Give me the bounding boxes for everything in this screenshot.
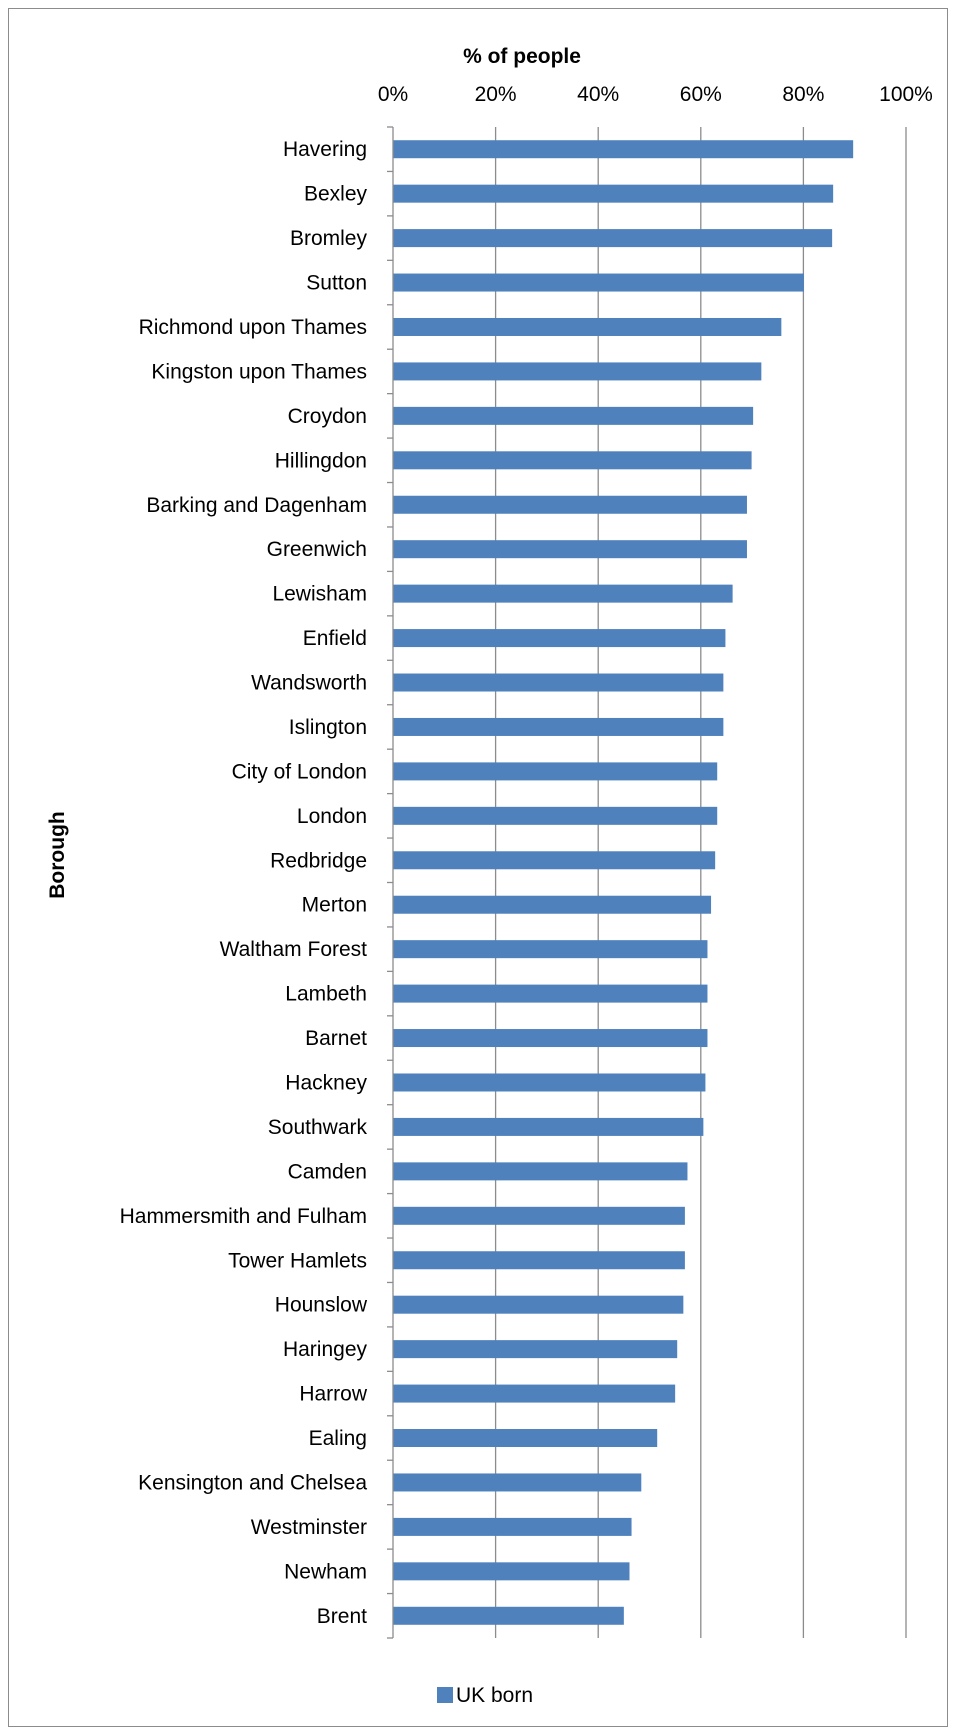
bar	[393, 1251, 685, 1270]
category-label: Camden	[288, 1160, 367, 1183]
x-tick-label: 100%	[879, 83, 933, 106]
gridlines	[494, 127, 907, 1638]
bar	[393, 584, 733, 603]
category-label: Newham	[284, 1560, 367, 1583]
x-tick-label: 60%	[680, 83, 722, 106]
bar	[393, 451, 752, 470]
category-label: Islington	[289, 716, 367, 739]
category-label: Kingston upon Thames	[151, 360, 367, 383]
legend-swatch	[437, 1687, 453, 1703]
category-label: Hackney	[285, 1071, 367, 1094]
category-label: Harrow	[299, 1383, 368, 1406]
bar	[393, 184, 834, 203]
category-label: Westminster	[251, 1516, 367, 1539]
category-label: Waltham Forest	[220, 938, 368, 961]
bar	[393, 1029, 708, 1048]
category-label: City of London	[232, 760, 367, 783]
legend: UK born	[437, 1684, 533, 1707]
x-tick-label: 0%	[378, 83, 408, 106]
bar	[393, 1162, 688, 1181]
bars	[393, 140, 854, 1625]
bar	[393, 806, 718, 825]
bar	[393, 1384, 676, 1403]
category-label: Greenwich	[267, 538, 367, 561]
category-label: Ealing	[309, 1427, 367, 1450]
category-label: Hammersmith and Fulham	[120, 1205, 367, 1228]
category-label: Southwark	[268, 1116, 368, 1139]
category-label: Redbridge	[270, 849, 367, 872]
category-label: Hillingdon	[275, 449, 367, 472]
y-axis-title: Borough	[46, 811, 69, 898]
category-label: Lambeth	[285, 983, 367, 1006]
bar	[393, 1295, 684, 1314]
x-tick-label: 40%	[577, 83, 619, 106]
bar	[393, 895, 712, 914]
x-tick-labels: 0% 20% 40% 60% 80% 100%	[378, 83, 933, 106]
x-tick-label: 80%	[782, 83, 824, 106]
x-tick-label: 20%	[475, 83, 517, 106]
bar	[393, 1117, 704, 1136]
x-axis-title: % of people	[463, 45, 581, 68]
bar	[393, 540, 747, 559]
bar	[393, 1429, 658, 1448]
category-label: Barking and Dagenham	[146, 494, 367, 517]
category-labels: Havering Bexley Bromley Sutton Richmond upon…	[120, 138, 368, 1628]
bar	[393, 495, 747, 514]
legend-label: UK born	[456, 1684, 533, 1707]
category-label: Wandsworth	[251, 672, 367, 695]
category-label: Richmond upon Thames	[139, 316, 367, 339]
bar	[393, 851, 716, 870]
category-label: Hounslow	[275, 1294, 368, 1317]
category-label: Brent	[317, 1605, 367, 1628]
bar	[393, 762, 718, 781]
category-label: Kensington and Chelsea	[138, 1471, 367, 1494]
bar	[393, 1340, 678, 1359]
bar	[393, 362, 762, 381]
category-label: Barnet	[305, 1027, 367, 1050]
category-label: Croydon	[288, 405, 367, 428]
category-label: Sutton	[306, 272, 367, 295]
category-label: Enfield	[303, 627, 367, 650]
bar	[393, 1606, 624, 1625]
category-label: Bexley	[304, 183, 368, 206]
axes	[387, 126, 394, 1639]
bar	[393, 1473, 642, 1492]
bar	[393, 984, 708, 1003]
category-label: London	[297, 805, 367, 828]
bar	[393, 140, 854, 159]
category-label: Haringey	[283, 1338, 368, 1361]
bar	[393, 940, 708, 959]
bar	[393, 229, 833, 248]
category-label: Lewisham	[272, 583, 367, 606]
category-label: Bromley	[290, 227, 368, 250]
bar	[393, 406, 754, 425]
bar	[393, 717, 724, 736]
category-label: Tower Hamlets	[228, 1249, 367, 1272]
category-label: Havering	[283, 138, 367, 161]
bar	[393, 317, 782, 336]
bar	[393, 273, 804, 292]
bar	[393, 1206, 685, 1225]
bar	[393, 673, 724, 692]
bar	[393, 1517, 632, 1536]
bar	[393, 629, 726, 648]
bar	[393, 1562, 630, 1581]
bar	[393, 1073, 706, 1092]
category-label: Merton	[302, 894, 367, 917]
